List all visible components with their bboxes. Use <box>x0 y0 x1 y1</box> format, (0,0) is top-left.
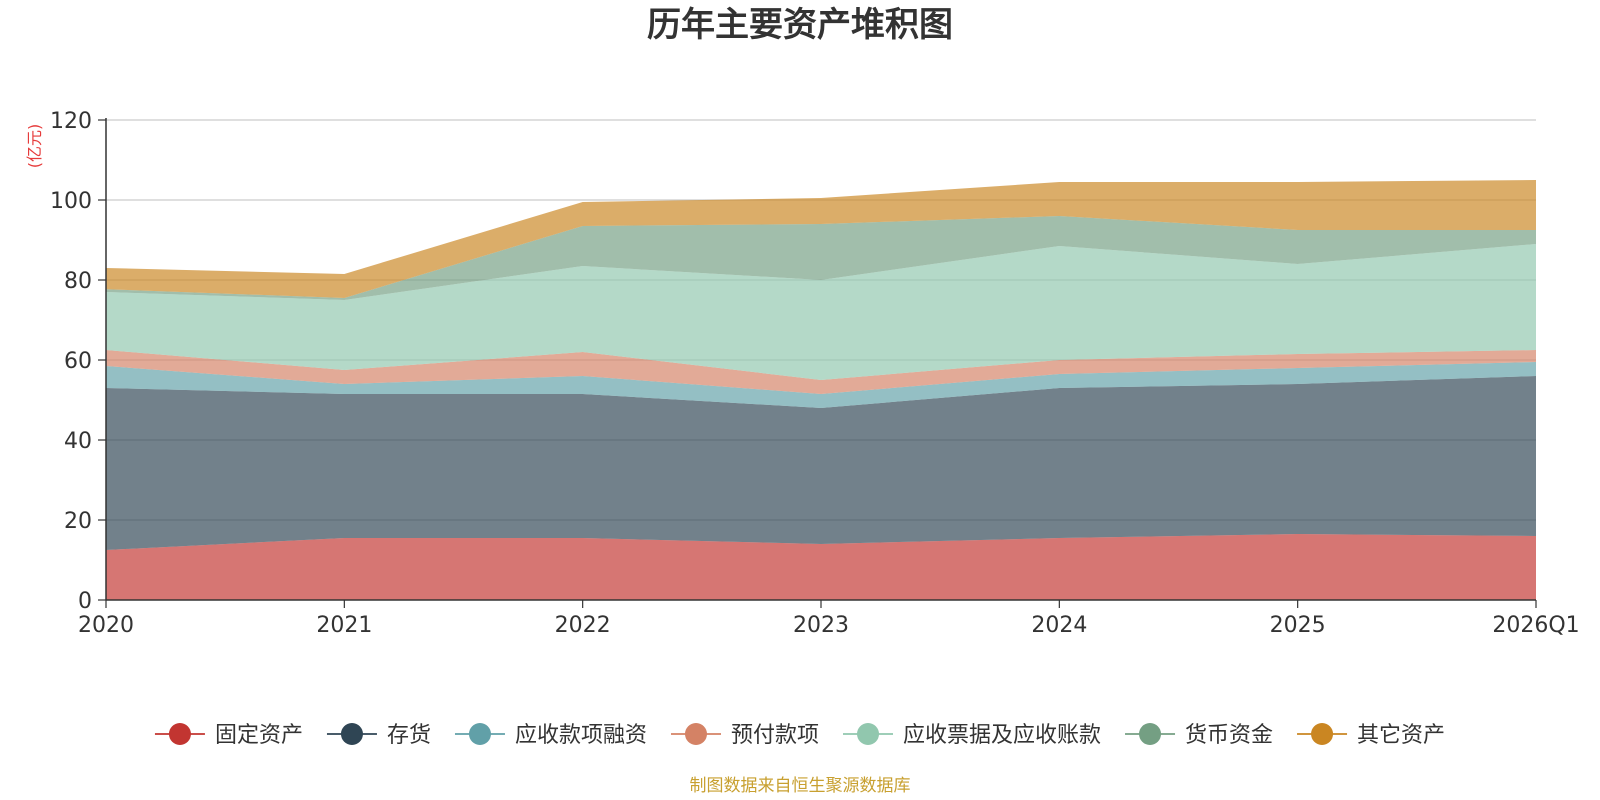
legend-item-4[interactable]: 预付款项 <box>670 723 819 748</box>
legend-label: 固定资产 <box>215 723 303 748</box>
area-series-2[interactable] <box>106 376 1536 550</box>
chart-title: 历年主要资产堆积图 <box>647 5 953 45</box>
area-series-1[interactable] <box>106 534 1536 600</box>
x-tick-label: 2024 <box>1031 613 1087 638</box>
y-tick-label: 40 <box>64 429 92 454</box>
legend-label: 货币资金 <box>1185 723 1273 748</box>
legend-label: 应收票据及应收账款 <box>903 723 1101 748</box>
legend[interactable]: 固定资产 存货 应收款项融资 预付款项 应收票据及应收账款 货币资金 其它资产 <box>154 723 1445 748</box>
legend-item-6[interactable]: 货币资金 <box>1125 723 1273 748</box>
y-tick-label: 20 <box>64 509 92 534</box>
legend-marker-icon <box>168 723 191 745</box>
y-tick-label: 100 <box>50 189 92 214</box>
source-note: 制图数据来自恒生聚源数据库 <box>690 776 911 796</box>
area-series-4[interactable] <box>106 350 1536 394</box>
legend-item-7[interactable]: 其它资产 <box>1297 723 1445 748</box>
y-tick-label: 60 <box>64 349 92 374</box>
x-tick-label: 2020 <box>78 613 134 638</box>
x-tick-label: 2022 <box>555 613 611 638</box>
legend-item-5[interactable]: 应收票据及应收账款 <box>843 723 1101 748</box>
y-tick-label: 80 <box>64 269 92 294</box>
y-tick-label: 120 <box>50 109 92 134</box>
x-tick-label: 2021 <box>316 613 372 638</box>
y-axis-unit-label: (亿元) <box>25 124 44 169</box>
area-series-7[interactable] <box>106 180 1536 298</box>
area-series-5[interactable] <box>106 244 1536 380</box>
legend-marker-icon <box>1311 723 1334 745</box>
legend-item-3[interactable]: 应收款项融资 <box>454 723 647 748</box>
x-tick-label: 2026Q1 <box>1492 613 1579 638</box>
legend-label: 存货 <box>387 723 431 748</box>
legend-label: 应收款项融资 <box>515 723 647 748</box>
legend-item-2[interactable]: 存货 <box>326 723 431 748</box>
x-tick-label: 2023 <box>793 613 849 638</box>
legend-marker-icon <box>684 723 707 745</box>
x-tick-label: 2025 <box>1270 613 1326 638</box>
legend-marker-icon <box>857 723 880 745</box>
y-tick-label: 0 <box>78 589 92 614</box>
area-series <box>106 180 1536 600</box>
legend-label: 其它资产 <box>1357 723 1445 748</box>
legend-marker-icon <box>1139 723 1162 745</box>
legend-label: 预付款项 <box>731 723 819 748</box>
area-series-6[interactable] <box>106 216 1536 300</box>
area-series-3[interactable] <box>106 362 1536 408</box>
legend-marker-icon <box>340 723 363 745</box>
legend-item-1[interactable]: 固定资产 <box>154 723 303 748</box>
legend-marker-icon <box>468 723 491 745</box>
axes: 0 20 40 60 80 100 120 2020 2021 2022 2023 2024 2025 2… <box>50 109 1580 638</box>
